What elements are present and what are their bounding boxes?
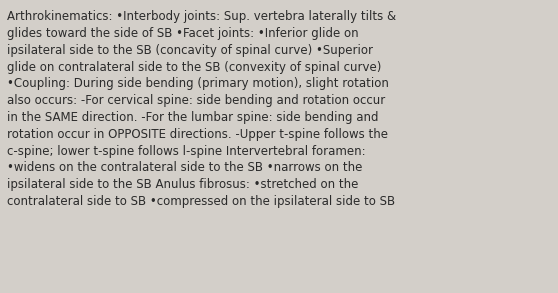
Text: Arthrokinematics: •Interbody joints: Sup. vertebra laterally tilts &
glides towa: Arthrokinematics: •Interbody joints: Sup…	[7, 10, 396, 208]
